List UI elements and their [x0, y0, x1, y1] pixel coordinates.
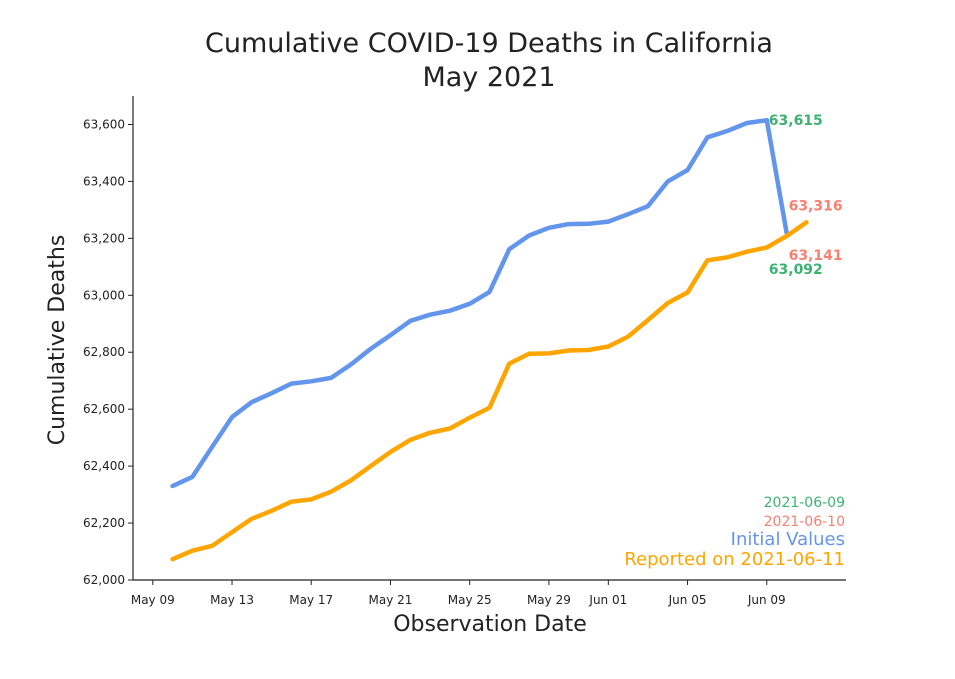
x-axis-label: Observation Date [393, 612, 587, 637]
y-axis-label: Cumulative Deaths [45, 235, 70, 446]
series-line [170, 220, 809, 562]
legend-entry: Reported on 2021-06-11 [624, 549, 845, 570]
value-annotation: 63,141 [789, 248, 843, 264]
x-tick-label: May 25 [448, 593, 492, 607]
x-tick-label: May 21 [369, 593, 413, 607]
y-tick-label: 63,000 [83, 288, 125, 302]
x-tick-label: May 13 [210, 593, 254, 607]
y-tick-label: 63,400 [83, 174, 125, 188]
value-annotation: 63,615 [769, 113, 823, 129]
x-tick-label: Jun 01 [588, 593, 627, 607]
series-layer [170, 117, 809, 562]
y-tick-label: 63,600 [83, 117, 125, 131]
x-tick-label: Jun 05 [668, 593, 707, 607]
value-annotation: 63,092 [769, 262, 823, 278]
axes: 62,000 62,200 62,400 62,600 62,800 63,000 63,2… [83, 96, 846, 607]
series-line [170, 117, 789, 489]
chart-title: Cumulative COVID-19 Deaths in California [205, 28, 773, 59]
y-tick-label: 62,800 [83, 345, 125, 359]
y-tick-label: 62,400 [83, 459, 125, 473]
legend-entry: Initial Values [731, 529, 845, 550]
y-tick-label: 62,200 [83, 516, 125, 530]
x-tick-label: May 17 [289, 593, 333, 607]
y-tick-label: 62,000 [83, 573, 125, 587]
y-tick-label: 62,600 [83, 402, 125, 416]
value-annotation: 63,316 [789, 198, 843, 214]
y-tick-label: 63,200 [83, 231, 125, 245]
legend-entry: 2021-06-10 [764, 514, 845, 530]
x-tick-label: Jun 09 [747, 593, 786, 607]
x-tick-label: May 29 [527, 593, 571, 607]
x-tick-label: May 09 [131, 593, 175, 607]
legend-entry: 2021-06-09 [764, 495, 845, 511]
chart-subtitle: May 2021 [422, 62, 555, 93]
